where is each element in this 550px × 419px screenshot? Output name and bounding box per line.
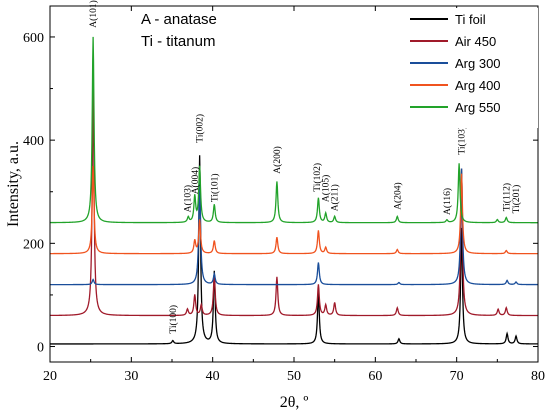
x-tick-label: 50 xyxy=(287,369,301,384)
series-line-arg-550 xyxy=(50,36,538,224)
phase-notes: A - anatase Ti - titanum xyxy=(141,11,217,50)
series-line-arg-400 xyxy=(50,165,538,255)
ticks-layer: 20 30 40 50 60 70 80 0 200 400 600 xyxy=(23,6,545,384)
peak-label: A(101) xyxy=(88,0,99,27)
peak-label: A(105) xyxy=(321,175,332,202)
phase-note: Ti - titanum xyxy=(141,33,215,50)
y-axis-title: Intensity, a.u. xyxy=(5,141,22,227)
y-tick-label: 0 xyxy=(37,341,44,356)
legend-label: Arg 300 xyxy=(455,56,501,71)
y-tick-label: 200 xyxy=(23,237,44,252)
x-tick-label: 60 xyxy=(368,369,382,384)
x-axis-title: 2θ, º xyxy=(280,394,309,411)
x-tick-label: 40 xyxy=(206,369,220,384)
x-tick-label: 70 xyxy=(450,369,464,384)
peak-label: A(211) xyxy=(330,184,341,211)
peak-label: A(004) xyxy=(190,167,201,194)
y-tick-label: 600 xyxy=(23,31,44,46)
phase-note: A - anatase xyxy=(141,11,217,28)
legend-label: Arg 550 xyxy=(455,100,501,115)
peak-label: A(204) xyxy=(392,182,403,209)
legend-label: Air 450 xyxy=(455,34,496,49)
peak-label: Ti(002) xyxy=(195,114,206,143)
peak-label: Ti(100) xyxy=(168,305,179,334)
peak-label: A(200) xyxy=(272,146,283,173)
series-line-arg-300 xyxy=(50,168,538,286)
peak-label: Ti(112) xyxy=(501,183,512,211)
peak-label: A(116) xyxy=(442,188,453,215)
series-line-ti-foil xyxy=(50,155,538,345)
legend: Ti foil Air 450 Arg 300 Arg 400 Arg 550 xyxy=(404,8,538,128)
peak-label: Ti(102) xyxy=(312,163,323,192)
x-tick-label: 20 xyxy=(43,369,57,384)
x-tick-label: 80 xyxy=(531,369,545,384)
series-layer xyxy=(50,36,538,345)
peak-label: A(103) xyxy=(183,185,194,212)
peak-label: Ti(101) xyxy=(209,173,220,202)
peak-labels-layer: A(101) A(103)A(004) Ti(002) Ti(101) A(200) Ti… xyxy=(88,0,522,333)
x-tick-label: 30 xyxy=(124,369,138,384)
y-tick-label: 400 xyxy=(23,134,44,149)
peak-label: Ti(201) xyxy=(511,185,522,214)
series-line-air-450 xyxy=(50,80,538,317)
legend-label: Arg 400 xyxy=(455,78,501,93)
legend-label: Ti foil xyxy=(455,12,486,27)
peak-label: Ti(103) xyxy=(457,126,468,155)
